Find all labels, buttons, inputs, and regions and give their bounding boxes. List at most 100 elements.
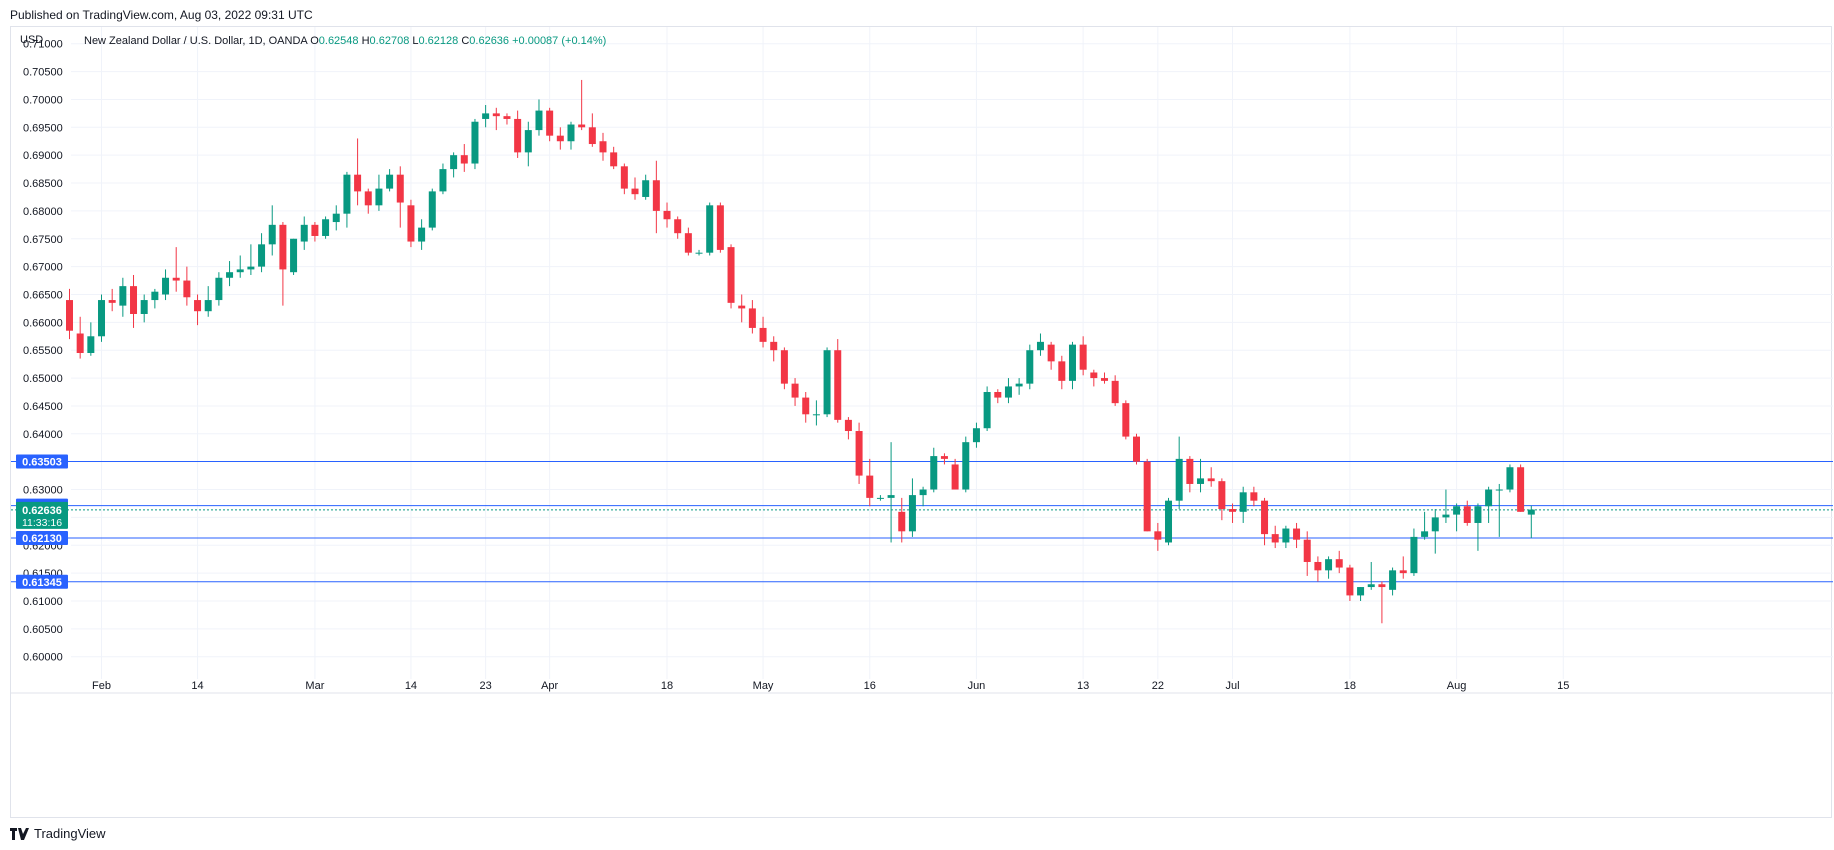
candle-up <box>1389 567 1397 596</box>
candle-body <box>951 464 959 490</box>
candle-body <box>1293 528 1301 540</box>
candle-down <box>674 216 682 239</box>
x-tick-label: Apr <box>541 680 558 692</box>
candle-up <box>1068 341 1076 390</box>
candle-down <box>802 392 810 423</box>
price-label-text: 0.63503 <box>22 456 62 468</box>
candle-down <box>844 417 852 440</box>
candle-body <box>1325 559 1333 571</box>
candle-up <box>98 294 106 342</box>
candle-body <box>514 118 522 153</box>
y-tick-label: 0.66500 <box>23 289 63 301</box>
price-label-text: 0.62130 <box>22 533 62 545</box>
candle-down <box>1250 486 1258 507</box>
candle-down <box>1058 355 1066 390</box>
candle-down <box>311 222 319 242</box>
candle-body <box>140 300 148 314</box>
candle-up <box>375 174 383 211</box>
candle-down <box>898 497 906 543</box>
y-tick-label: 0.65000 <box>23 373 63 385</box>
tradingview-footer[interactable]: TradingView <box>10 826 106 841</box>
candle-down <box>1399 556 1407 579</box>
candle-body <box>247 266 255 270</box>
candle-body <box>1154 531 1162 540</box>
candle-down <box>738 294 746 323</box>
candle-up <box>1015 378 1023 395</box>
candle-down <box>588 113 596 147</box>
candle-body <box>876 497 884 499</box>
y-tick-label: 0.61000 <box>23 596 63 608</box>
symbol-legend: New Zealand Dollar / U.S. Dollar, 1D, OA… <box>84 35 606 47</box>
x-tick-label: Aug <box>1447 680 1467 692</box>
candle-body <box>1303 539 1311 562</box>
candle-down <box>1186 456 1194 493</box>
candle-body <box>1442 514 1450 518</box>
candle-body <box>1218 481 1226 510</box>
low-label: L <box>412 35 419 47</box>
candle-body <box>524 130 532 153</box>
candle-down <box>354 138 362 206</box>
candle-down <box>1207 467 1215 487</box>
candle-body <box>695 252 703 254</box>
y-tick-label: 0.66000 <box>23 317 63 329</box>
candle-body <box>76 333 84 353</box>
candle-down <box>748 300 756 334</box>
candle-down <box>279 222 287 306</box>
candle-body <box>418 227 426 242</box>
candle-body <box>652 180 660 211</box>
candle-body <box>823 350 831 415</box>
x-tick-label: 22 <box>1152 680 1164 692</box>
candle-up <box>258 233 266 273</box>
y-tick-label: 0.64000 <box>23 429 63 441</box>
candle-up <box>983 386 991 432</box>
candle-down <box>759 316 767 348</box>
candle-body <box>642 180 650 197</box>
candle-body <box>663 210 671 220</box>
y-tick-label: 0.63000 <box>23 485 63 497</box>
candlestick-chart[interactable]: 0.71000 0.70500 0.70000 0.69500 0.69000 0.685… <box>11 27 1833 819</box>
y-tick-label: 0.71000 <box>23 39 63 51</box>
candle-up <box>1485 486 1493 523</box>
candle-body <box>492 113 500 117</box>
candle-up <box>812 400 820 426</box>
candle-down <box>610 146 618 170</box>
candle-body <box>1421 531 1429 537</box>
candle-body <box>151 291 159 301</box>
y-tick-label: 0.68500 <box>23 178 63 190</box>
candle-down <box>1261 497 1269 546</box>
candle-up <box>226 261 234 287</box>
candle-body <box>674 219 682 234</box>
candle-body <box>482 113 490 119</box>
candle-down <box>791 378 799 406</box>
candle-down <box>631 177 639 200</box>
candle-body <box>311 224 319 236</box>
price-labels: 0.635030.627120.621300.613450.6263611:33… <box>16 454 68 589</box>
candle-up <box>482 105 490 128</box>
candle-body <box>727 247 735 303</box>
candle-body <box>1250 492 1258 501</box>
candle-up <box>1165 497 1173 546</box>
candle-down <box>1271 525 1279 549</box>
candle-body <box>684 233 692 253</box>
y-tick-label: 0.68000 <box>23 206 63 218</box>
candle-up <box>823 347 831 418</box>
y-tick-label: 0.70500 <box>23 67 63 79</box>
price-label-box <box>16 454 68 469</box>
candle-body <box>1239 492 1247 512</box>
candle-down <box>1090 369 1098 387</box>
x-tick-label: Jul <box>1225 680 1239 692</box>
open-value: 0.62548 <box>318 35 359 47</box>
candle-up <box>418 219 426 250</box>
candle-body <box>1378 584 1386 588</box>
candle-body <box>1410 536 1418 574</box>
candle-down <box>727 244 735 309</box>
open-label: O <box>310 35 319 47</box>
candle-body <box>716 205 724 250</box>
candle-body <box>1068 344 1076 381</box>
candle-body <box>759 327 767 342</box>
symbol-name[interactable]: New Zealand Dollar / U.S. Dollar, 1D, OA… <box>84 35 308 47</box>
chart-frame[interactable]: 0.71000 0.70500 0.70000 0.69500 0.69000 0.685… <box>10 26 1833 819</box>
price-label-box <box>16 574 68 589</box>
candle-body <box>1207 478 1215 482</box>
candle-down <box>1047 341 1055 370</box>
